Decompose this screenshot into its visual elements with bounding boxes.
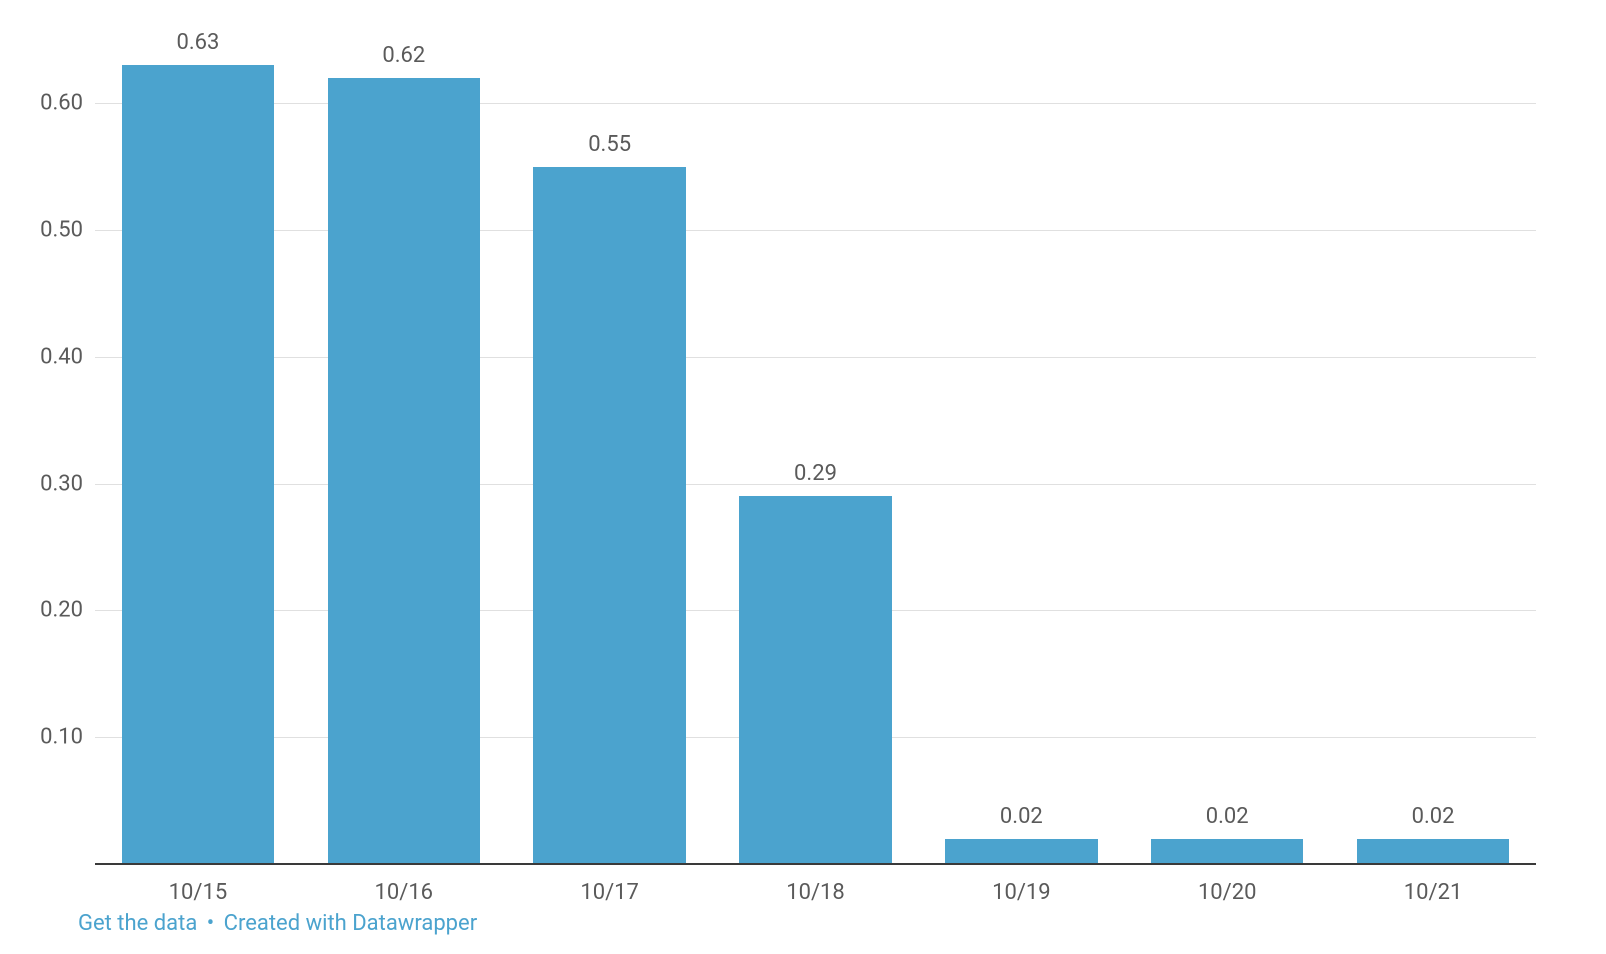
bar[interactable]: 0.29 — [739, 496, 891, 864]
bar[interactable]: 0.02 — [1357, 839, 1509, 864]
xtick-label: 10/19 — [992, 864, 1051, 905]
bar-slot: 0.2910/18 — [713, 40, 919, 864]
bar-value-label: 0.02 — [1206, 804, 1249, 839]
bar[interactable]: 0.02 — [1151, 839, 1303, 864]
xtick-label: 10/18 — [786, 864, 845, 905]
ytick-label: 0.40 — [40, 344, 95, 369]
plot-area: 0.100.200.300.400.500.60 0.6310/150.6210… — [95, 40, 1536, 864]
x-axis-baseline — [95, 863, 1536, 865]
bar-value-label: 0.02 — [1000, 804, 1043, 839]
chart-footer: Get the data • Created with Datawrapper — [78, 911, 477, 936]
ytick-label: 0.10 — [40, 725, 95, 750]
bar[interactable]: 0.62 — [328, 78, 480, 864]
bar-slot: 0.5510/17 — [507, 40, 713, 864]
bar-value-label: 0.62 — [382, 43, 425, 78]
chart-container: 0.100.200.300.400.500.60 0.6310/150.6210… — [0, 0, 1606, 954]
bar[interactable]: 0.02 — [945, 839, 1097, 864]
bar[interactable]: 0.55 — [533, 167, 685, 864]
ytick-label: 0.50 — [40, 218, 95, 243]
ytick-label: 0.30 — [40, 471, 95, 496]
bars-group: 0.6310/150.6210/160.5510/170.2910/180.02… — [95, 40, 1536, 864]
xtick-label: 10/17 — [580, 864, 639, 905]
bar-slot: 0.0210/21 — [1330, 40, 1536, 864]
bar-value-label: 0.29 — [794, 461, 837, 496]
bar-value-label: 0.63 — [176, 30, 219, 65]
bar-value-label: 0.55 — [588, 132, 631, 167]
bar[interactable]: 0.63 — [122, 65, 274, 864]
get-data-link[interactable]: Get the data — [78, 911, 197, 936]
xtick-label: 10/20 — [1198, 864, 1257, 905]
ytick-label: 0.60 — [40, 91, 95, 116]
bar-slot: 0.0210/19 — [918, 40, 1124, 864]
footer-separator: • — [203, 911, 218, 936]
created-with-link[interactable]: Created with Datawrapper — [224, 911, 478, 936]
xtick-label: 10/21 — [1404, 864, 1463, 905]
xtick-label: 10/16 — [375, 864, 434, 905]
bar-slot: 0.6310/15 — [95, 40, 301, 864]
xtick-label: 10/15 — [169, 864, 228, 905]
bar-slot: 0.6210/16 — [301, 40, 507, 864]
bar-value-label: 0.02 — [1412, 804, 1455, 839]
bar-slot: 0.0210/20 — [1124, 40, 1330, 864]
ytick-label: 0.20 — [40, 598, 95, 623]
